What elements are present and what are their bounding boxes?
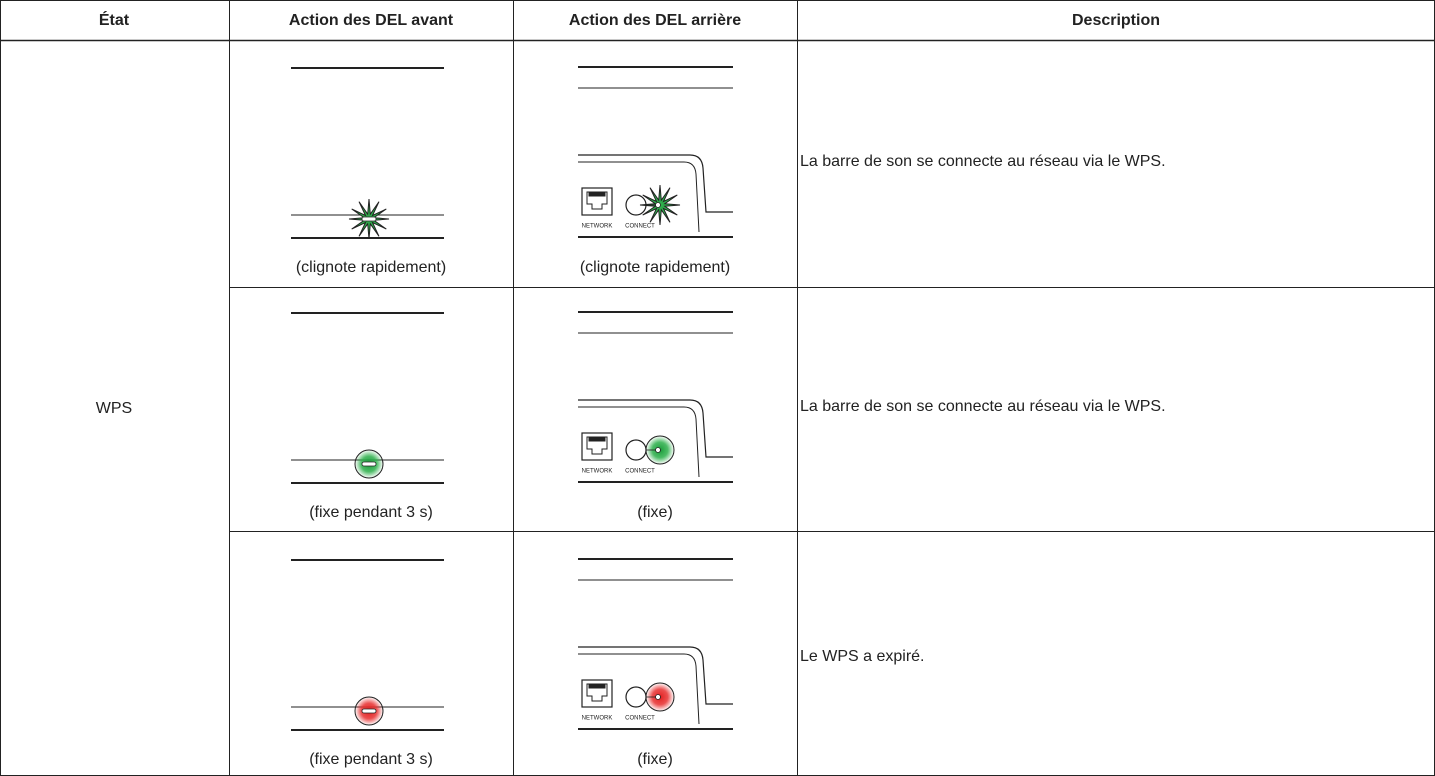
device-outline xyxy=(578,653,700,725)
rear-illustration xyxy=(578,311,733,483)
header-cell: Description xyxy=(1072,12,1160,29)
network-jack xyxy=(586,191,608,210)
led-slot xyxy=(361,461,377,467)
description: Le WPS a expiré. xyxy=(800,648,925,665)
caption: (fixe) xyxy=(637,504,673,521)
front-illustration xyxy=(291,312,444,484)
description: La barre de son se connecte au réseau vi… xyxy=(800,398,1166,415)
network-jack xyxy=(586,436,608,455)
device-outline xyxy=(578,161,700,233)
port-label: CONNECT xyxy=(625,469,655,475)
rear-illustration xyxy=(578,66,733,238)
connect-button xyxy=(625,686,647,708)
front-illustration xyxy=(291,67,444,240)
description: La barre de son se connecte au réseau vi… xyxy=(800,153,1166,170)
port-label: CONNECT xyxy=(625,716,655,722)
network-jack xyxy=(581,679,613,708)
port-label: NETWORK xyxy=(582,224,613,230)
port-label: NETWORK xyxy=(582,469,613,475)
front-illustration xyxy=(291,559,444,731)
network-pins xyxy=(588,192,606,197)
header-cell: État xyxy=(99,10,130,29)
state-cell: WPS xyxy=(96,400,132,417)
device-outline xyxy=(578,154,733,213)
caption: (clignote rapidement) xyxy=(296,259,446,276)
led-slot xyxy=(361,708,377,714)
led-dot xyxy=(655,694,661,700)
network-pins xyxy=(588,437,606,442)
caption: (clignote rapidement) xyxy=(580,259,730,276)
led-dot xyxy=(655,202,661,208)
network-pins xyxy=(588,684,606,689)
port-label: NETWORK xyxy=(582,716,613,722)
caption: (fixe) xyxy=(637,751,673,768)
network-jack xyxy=(586,683,608,702)
device-outline xyxy=(578,646,733,705)
header-cell: Action des DEL arrière xyxy=(569,12,741,29)
header-cell: Action des DEL avant xyxy=(289,12,454,29)
caption: (fixe pendant 3 s) xyxy=(309,751,433,768)
led-slot xyxy=(361,216,377,222)
led-dot xyxy=(655,447,661,453)
caption: (fixe pendant 3 s) xyxy=(309,504,433,521)
rear-illustration xyxy=(578,558,733,730)
port-label: CONNECT xyxy=(625,224,655,230)
device-outline xyxy=(578,399,733,458)
device-outline xyxy=(578,406,700,478)
network-jack xyxy=(581,432,613,461)
network-jack xyxy=(581,187,613,216)
connect-button xyxy=(625,439,647,461)
